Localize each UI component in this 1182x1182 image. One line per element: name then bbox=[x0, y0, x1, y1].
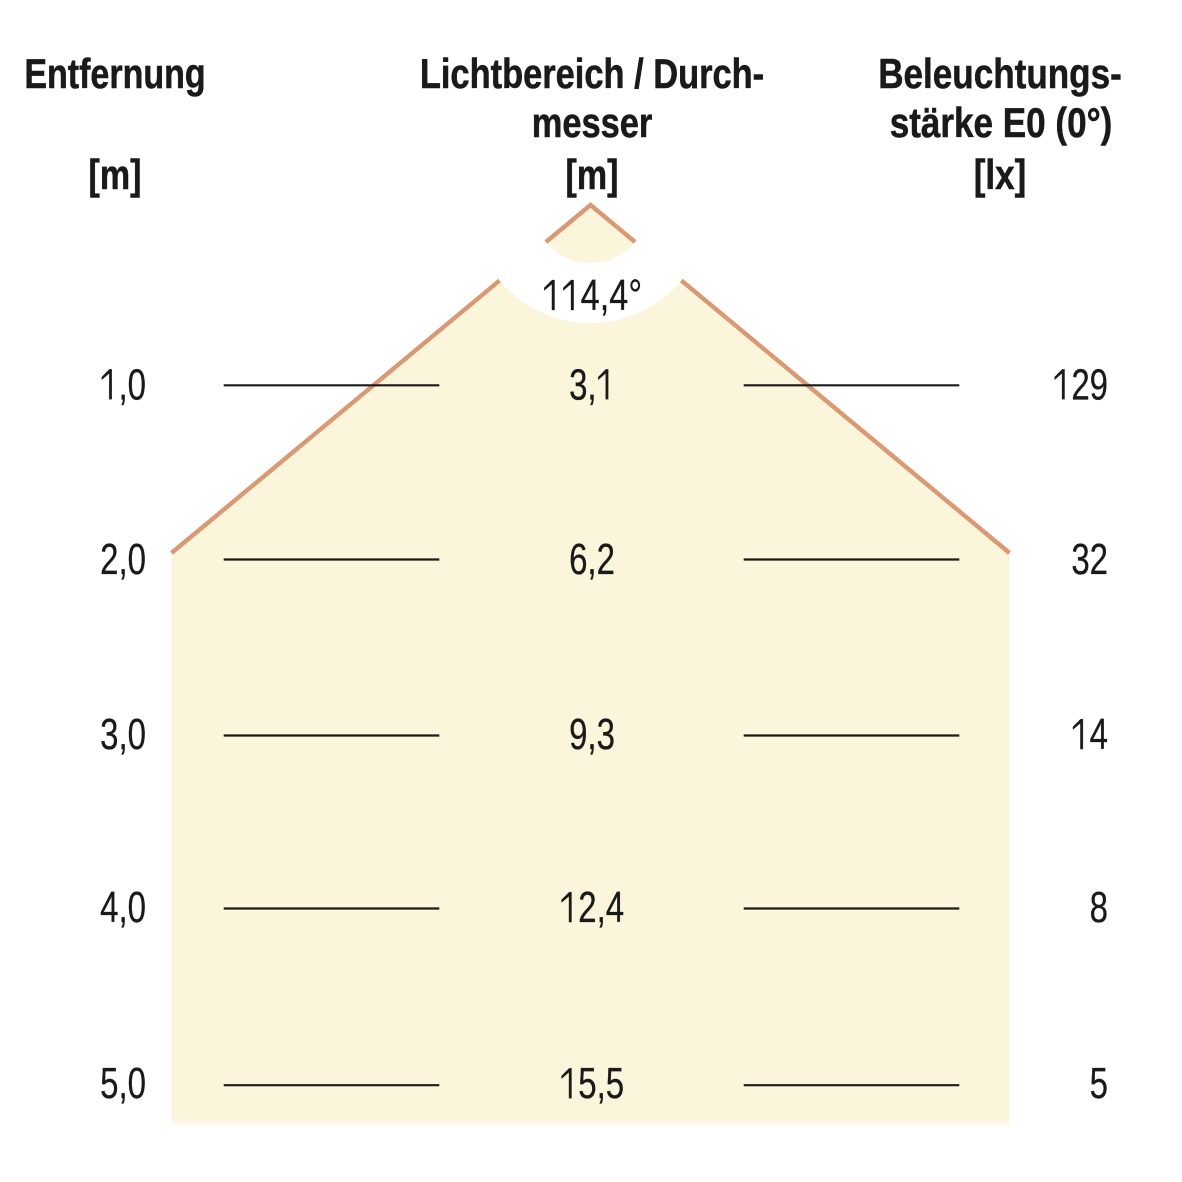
svg-text:Lichtbereich / Durch-: Lichtbereich / Durch- bbox=[420, 51, 764, 98]
svg-text:,: , bbox=[587, 711, 596, 760]
svg-text:4: 4 bbox=[100, 884, 118, 933]
svg-text:0: 0 bbox=[128, 535, 146, 584]
svg-text:9: 9 bbox=[1090, 361, 1108, 410]
svg-text:5: 5 bbox=[1090, 1060, 1108, 1109]
svg-text:2: 2 bbox=[1090, 535, 1108, 584]
svg-text:5: 5 bbox=[578, 1060, 596, 1109]
svg-text:0: 0 bbox=[128, 884, 146, 933]
svg-text:3: 3 bbox=[569, 361, 587, 410]
svg-text:,: , bbox=[118, 535, 127, 584]
svg-text:3: 3 bbox=[1071, 535, 1089, 584]
svg-text:,: , bbox=[118, 711, 127, 760]
svg-text:messer: messer bbox=[532, 100, 653, 147]
svg-text:2: 2 bbox=[578, 884, 596, 933]
svg-text:0: 0 bbox=[128, 1060, 146, 1109]
svg-text:,: , bbox=[587, 361, 596, 410]
svg-text:6: 6 bbox=[569, 535, 587, 584]
svg-text:[m]: [m] bbox=[89, 152, 142, 199]
svg-text:[m]: [m] bbox=[566, 152, 619, 199]
svg-text:,: , bbox=[118, 1060, 127, 1109]
svg-text:[lx]: [lx] bbox=[974, 152, 1027, 199]
svg-text:2: 2 bbox=[100, 535, 118, 584]
svg-text:°: ° bbox=[628, 271, 642, 320]
svg-text:2: 2 bbox=[597, 535, 615, 584]
svg-text:5: 5 bbox=[100, 1060, 118, 1109]
svg-text:3: 3 bbox=[100, 711, 118, 760]
svg-text:3: 3 bbox=[597, 711, 615, 760]
svg-text:4: 4 bbox=[609, 271, 628, 320]
svg-text:stärke E0 (0°): stärke E0 (0°) bbox=[890, 100, 1113, 147]
svg-text:2: 2 bbox=[1071, 361, 1089, 410]
svg-text:Beleuchtungs-: Beleuchtungs- bbox=[878, 51, 1122, 98]
svg-text:0: 0 bbox=[128, 361, 146, 410]
svg-text:,: , bbox=[600, 271, 610, 320]
svg-text:,: , bbox=[597, 1060, 606, 1109]
svg-text:0: 0 bbox=[128, 711, 146, 760]
svg-text:5: 5 bbox=[606, 1060, 624, 1109]
svg-text:Entfernung: Entfernung bbox=[24, 51, 205, 98]
svg-text:,: , bbox=[118, 361, 127, 410]
svg-text:9: 9 bbox=[569, 711, 587, 760]
svg-text:8: 8 bbox=[1090, 884, 1108, 933]
svg-text:,: , bbox=[587, 535, 596, 584]
svg-text:4: 4 bbox=[606, 884, 624, 933]
svg-text:,: , bbox=[597, 884, 606, 933]
svg-text:,: , bbox=[118, 884, 127, 933]
svg-text:4: 4 bbox=[581, 271, 600, 320]
svg-text:4: 4 bbox=[1090, 711, 1108, 760]
